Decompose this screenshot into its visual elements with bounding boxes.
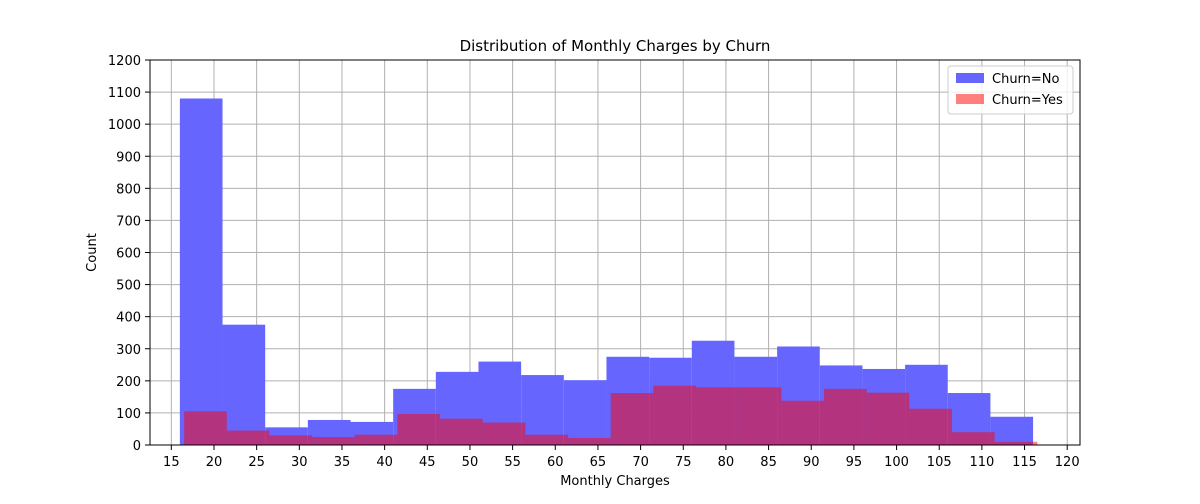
bar-churn-yes <box>226 430 270 445</box>
bar-churn-yes <box>824 388 867 445</box>
x-tick-label: 30 <box>291 455 308 470</box>
x-tick-label: 55 <box>504 455 521 470</box>
x-tick-label: 50 <box>462 455 479 470</box>
y-axis-label: Count <box>85 233 100 272</box>
y-tick-label: 300 <box>116 343 141 358</box>
x-tick-label: 75 <box>675 455 692 470</box>
y-tick-label: 1100 <box>108 86 141 101</box>
x-tick-label: 20 <box>206 455 223 470</box>
bar-churn-yes <box>696 387 739 445</box>
y-tick-label: 1200 <box>108 54 141 69</box>
bar-churn-no <box>222 324 266 445</box>
bar-churn-yes <box>525 434 569 445</box>
legend-swatch-churn-yes <box>956 94 984 104</box>
y-tick-label: 900 <box>116 150 141 165</box>
x-tick-label: 105 <box>927 455 952 470</box>
bar-churn-yes <box>184 411 227 445</box>
bar-churn-yes <box>568 437 611 445</box>
y-tick-label: 500 <box>116 279 141 294</box>
x-tick-label: 60 <box>547 455 564 470</box>
bar-churn-yes <box>482 422 526 445</box>
y-tick-label: 0 <box>133 439 141 454</box>
bar-churn-yes <box>781 400 825 445</box>
y-tick-label: 600 <box>116 247 141 262</box>
x-tick-label: 15 <box>163 455 180 470</box>
legend-label-churn-no: Churn=No <box>992 72 1060 87</box>
x-tick-label: 25 <box>248 455 265 470</box>
y-tick-label: 200 <box>116 375 141 390</box>
x-tick-label: 70 <box>632 455 649 470</box>
x-tick-label: 110 <box>969 455 994 470</box>
x-tick-label: 45 <box>419 455 436 470</box>
bar-churn-no <box>521 375 564 445</box>
bar-churn-no <box>179 98 223 445</box>
x-tick-label: 35 <box>334 455 351 470</box>
bar-churn-yes <box>354 434 398 445</box>
bar-churn-yes <box>610 393 654 445</box>
x-tick-label: 120 <box>1055 455 1080 470</box>
y-tick-label: 400 <box>116 311 141 326</box>
y-tick-label: 800 <box>116 182 141 197</box>
x-tick-label: 115 <box>1012 455 1037 470</box>
bar-churn-yes <box>909 408 953 445</box>
bar-churn-yes <box>269 435 313 445</box>
x-tick-label: 95 <box>846 455 863 470</box>
y-tick-label: 1000 <box>108 118 141 133</box>
bar-churn-no <box>563 380 607 445</box>
y-tick-label: 700 <box>116 214 141 229</box>
legend-swatch-churn-no <box>956 73 984 83</box>
bar-churn-yes <box>866 392 910 445</box>
bar-churn-yes <box>738 387 782 445</box>
bar-churn-yes <box>312 436 355 445</box>
bar-churn-yes <box>653 385 697 445</box>
x-tick-label: 80 <box>718 455 735 470</box>
x-tick-label: 90 <box>803 455 820 470</box>
x-tick-label: 100 <box>884 455 909 470</box>
x-tick-label: 40 <box>376 455 393 470</box>
bar-churn-yes <box>397 413 441 445</box>
x-axis-label: Monthly Charges <box>560 474 670 489</box>
chart-legend: Churn=No Churn=Yes <box>947 65 1074 115</box>
bar-churn-yes <box>440 418 483 445</box>
bar-churn-no <box>990 416 1034 445</box>
bar-churn-yes <box>994 441 1038 445</box>
x-tick-label: 85 <box>760 455 777 470</box>
y-tick-label: 100 <box>116 407 141 422</box>
histogram-bars <box>179 98 1038 445</box>
axis-ticks: 15 20 25 30 35 40 45 50 55 60 65 70 75 80 85 90 95 100 105… <box>108 54 1080 470</box>
chart-title: Distribution of Monthly Charges by Churn <box>460 37 771 55</box>
legend-label-churn-yes: Churn=Yes <box>992 93 1063 108</box>
bar-churn-yes <box>952 432 995 445</box>
x-tick-label: 65 <box>590 455 607 470</box>
